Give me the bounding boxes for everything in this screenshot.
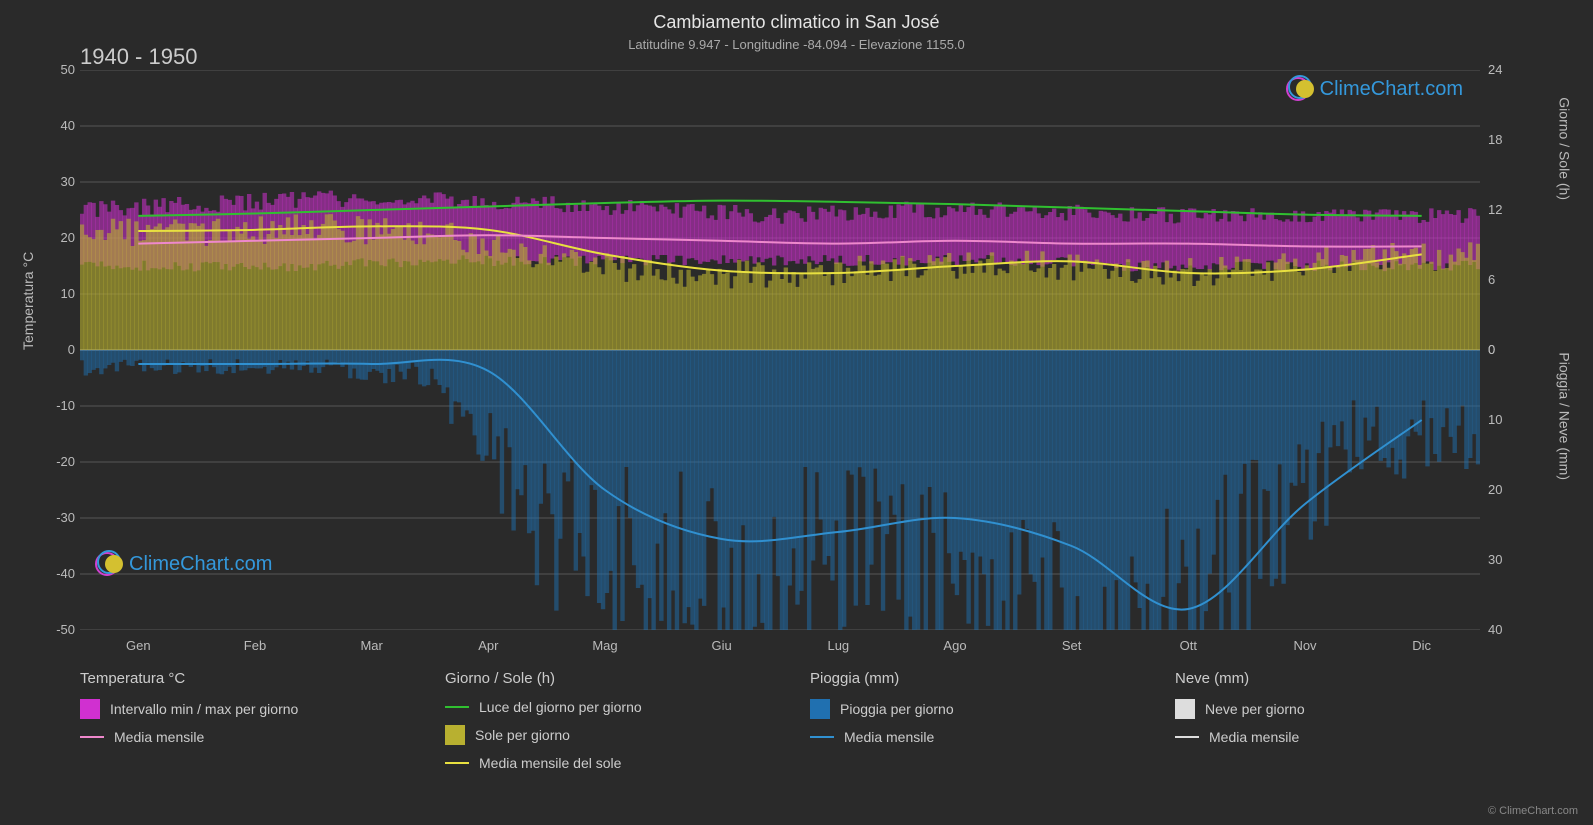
x-tick: Ott <box>1168 638 1208 653</box>
legend-group: Pioggia (mm) Pioggia per giorno Media mens… <box>810 670 1135 781</box>
legend-swatch <box>80 736 104 738</box>
legend-label: Sole per giorno <box>475 727 570 743</box>
legend-group: Temperatura °C Intervallo min / max per g… <box>80 670 405 781</box>
logo-text: ClimeChart.com <box>129 553 272 576</box>
legend-swatch <box>1175 736 1199 738</box>
legend-item: Pioggia per giorno <box>810 699 1135 719</box>
x-tick: Mar <box>352 638 392 653</box>
y-left-tick: -10 <box>35 398 75 413</box>
x-tick: Apr <box>468 638 508 653</box>
legend-group: Neve (mm) Neve per giorno Media mensile <box>1175 670 1500 781</box>
legend-label: Intervallo min / max per giorno <box>110 701 298 717</box>
legend-heading: Neve (mm) <box>1175 670 1500 687</box>
y-right-bottom-axis-label: Pioggia / Neve (mm) <box>1557 352 1573 480</box>
y-left-tick: 50 <box>35 62 75 77</box>
x-tick: Lug <box>818 638 858 653</box>
y-right-top-axis-label: Giorno / Sole (h) <box>1557 97 1573 200</box>
legend-item: Luce del giorno per giorno <box>445 699 770 715</box>
logo-top-right: ClimeChart.com <box>1286 75 1463 103</box>
x-tick: Nov <box>1285 638 1325 653</box>
y-right-bottom-tick: 40 <box>1488 622 1502 637</box>
chart-title: Cambiamento climatico in San José <box>0 0 1593 33</box>
legend-label: Media mensile <box>1209 729 1299 745</box>
y-right-bottom-tick: 10 <box>1488 412 1502 427</box>
chart-svg <box>80 70 1480 630</box>
legend-label: Media mensile del sole <box>479 755 621 771</box>
y-left-tick: 40 <box>35 118 75 133</box>
legend-item: Media mensile <box>810 729 1135 745</box>
chart-subtitle: Latitudine 9.947 - Longitudine -84.094 -… <box>0 33 1593 52</box>
legend-heading: Giorno / Sole (h) <box>445 670 770 687</box>
legend-swatch <box>810 699 830 719</box>
x-tick: Dic <box>1402 638 1442 653</box>
legend-item: Sole per giorno <box>445 725 770 745</box>
y-left-tick: 0 <box>35 342 75 357</box>
x-tick: Gen <box>118 638 158 653</box>
x-tick: Ago <box>935 638 975 653</box>
legend-label: Neve per giorno <box>1205 701 1305 717</box>
y-left-axis-label: Temperatura °C <box>20 252 36 350</box>
legend-swatch <box>445 706 469 708</box>
y-left-tick: 20 <box>35 230 75 245</box>
legend-swatch <box>810 736 834 738</box>
legend-label: Media mensile <box>114 729 204 745</box>
y-left-tick: -20 <box>35 454 75 469</box>
x-tick: Feb <box>235 638 275 653</box>
legend-label: Pioggia per giorno <box>840 701 954 717</box>
legend-heading: Pioggia (mm) <box>810 670 1135 687</box>
legend-item: Media mensile <box>1175 729 1500 745</box>
y-left-tick: -50 <box>35 622 75 637</box>
period-label: 1940 - 1950 <box>80 44 197 70</box>
logo-icon <box>1286 75 1314 103</box>
legend-swatch <box>445 762 469 764</box>
logo-text: ClimeChart.com <box>1320 78 1463 101</box>
logo-bottom-left: ClimeChart.com <box>95 550 272 578</box>
chart-area <box>80 70 1480 630</box>
legend: Temperatura °C Intervallo min / max per g… <box>80 670 1500 781</box>
legend-item: Media mensile <box>80 729 405 745</box>
legend-item: Intervallo min / max per giorno <box>80 699 405 719</box>
legend-item: Neve per giorno <box>1175 699 1500 719</box>
legend-label: Media mensile <box>844 729 934 745</box>
y-right-bottom-tick: 0 <box>1488 342 1495 357</box>
copyright: © ClimeChart.com <box>1488 805 1578 817</box>
legend-group: Giorno / Sole (h) Luce del giorno per gio… <box>445 670 770 781</box>
legend-swatch <box>80 699 100 719</box>
y-left-tick: 10 <box>35 286 75 301</box>
x-tick: Set <box>1052 638 1092 653</box>
x-tick: Mag <box>585 638 625 653</box>
legend-swatch <box>1175 699 1195 719</box>
y-right-top-tick: 18 <box>1488 132 1502 147</box>
y-left-tick: -40 <box>35 566 75 581</box>
y-right-bottom-tick: 20 <box>1488 482 1502 497</box>
y-right-top-tick: 24 <box>1488 62 1502 77</box>
logo-icon <box>95 550 123 578</box>
legend-heading: Temperatura °C <box>80 670 405 687</box>
legend-swatch <box>445 725 465 745</box>
legend-label: Luce del giorno per giorno <box>479 699 642 715</box>
y-right-bottom-tick: 30 <box>1488 552 1502 567</box>
y-right-top-tick: 12 <box>1488 202 1502 217</box>
y-left-tick: 30 <box>35 174 75 189</box>
x-tick: Giu <box>702 638 742 653</box>
y-left-tick: -30 <box>35 510 75 525</box>
y-right-top-tick: 6 <box>1488 272 1495 287</box>
legend-item: Media mensile del sole <box>445 755 770 771</box>
